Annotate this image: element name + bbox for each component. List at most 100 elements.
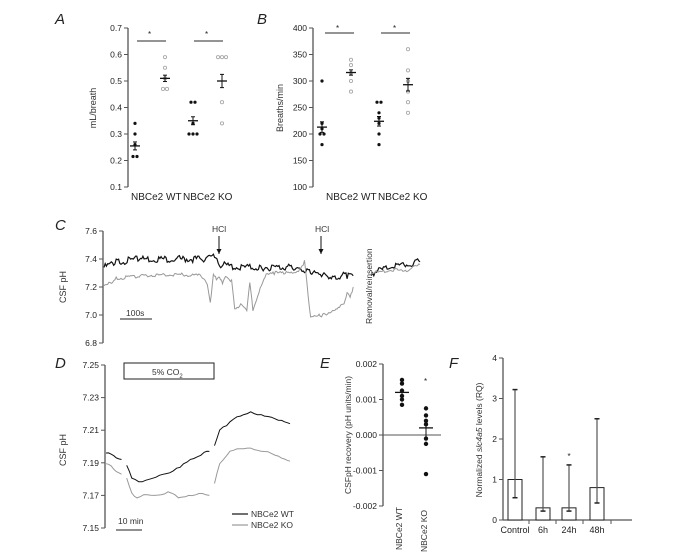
- panel-c-y-tick-label: 7.0: [85, 310, 97, 320]
- trace-ko: [126, 477, 210, 499]
- trace-wt: [103, 253, 354, 280]
- panel-label-a: A: [54, 11, 65, 28]
- panel-e-y-tick-label: 0.002: [356, 359, 378, 369]
- data-point: [320, 143, 324, 147]
- data-point: [399, 402, 405, 408]
- hcl-arrowhead: [318, 249, 324, 254]
- panel-b-star-wt: *: [336, 24, 339, 33]
- trace-wt: [126, 450, 210, 483]
- data-point-open: [223, 55, 229, 60]
- hcl-label-2: HCl: [315, 224, 329, 234]
- data-point: [423, 441, 429, 447]
- data-point: [193, 100, 197, 104]
- data-point: [135, 154, 139, 159]
- panel-c-ylabel: CSF pH: [58, 271, 68, 303]
- panel-c-scalebar-label: 100s: [126, 308, 144, 318]
- trace-ko: [371, 263, 421, 275]
- panel-a-y-tick-label: 0.5: [110, 76, 122, 86]
- data-point-open: [219, 100, 225, 105]
- trace-ko: [103, 260, 354, 318]
- panel-f-y-tick-label: 4: [492, 353, 497, 363]
- panel-label-d: D: [55, 355, 66, 372]
- data-point-open: [160, 86, 166, 91]
- data-point: [377, 143, 381, 147]
- data-point: [399, 377, 405, 383]
- panel-a-y-tick-label: 0.1: [110, 182, 122, 192]
- trace-wt: [370, 258, 421, 278]
- data-point: [320, 79, 324, 83]
- panel-f-category-label: 24h: [561, 525, 576, 535]
- panel-b-star-ko: *: [393, 24, 396, 33]
- panel-label-c: C: [55, 217, 66, 234]
- panel-a-category-ko: NBCe2 KO: [183, 192, 233, 203]
- data-point: [133, 132, 137, 136]
- panel-a-y-tick-label: 0.7: [110, 23, 122, 33]
- data-point: [191, 132, 195, 136]
- panel-f: Normalized slc4a5 levels (RQ) 0 1 2 3 4 Contr…: [474, 353, 632, 535]
- panel-c-y-tick-label: 7.6: [85, 226, 97, 236]
- trace-ko: [214, 447, 291, 484]
- data-point-open: [348, 89, 354, 94]
- data-point-open: [164, 86, 170, 91]
- data-point-open: [348, 63, 354, 68]
- panel-b-y-tick-label: 200: [293, 129, 307, 139]
- data-point: [423, 413, 429, 418]
- data-point-open: [219, 121, 225, 126]
- data-point-open: [215, 55, 221, 60]
- panel-b-category-wt: NBCe2 WT: [326, 192, 377, 203]
- data-point-open: [405, 47, 411, 52]
- panel-d-y-tick-label: 7.25: [82, 360, 99, 370]
- data-point: [189, 100, 193, 104]
- panel-e-category-wt: NBCe2 WT: [394, 507, 404, 550]
- hcl-label-1: HCl: [212, 224, 226, 234]
- hcl-arrowhead: [216, 249, 222, 254]
- co2-stimulus-box: [123, 362, 215, 380]
- panel-f-category-label: 48h: [589, 525, 604, 535]
- trace-ko: [105, 463, 122, 475]
- data-point: [187, 132, 191, 136]
- data-point: [423, 436, 429, 441]
- panel-c-y-tick-label: 6.8: [85, 338, 97, 348]
- panel-a-y-tick-label: 0.4: [110, 103, 122, 113]
- data-point-open: [348, 78, 354, 84]
- data-point: [318, 132, 322, 136]
- panel-d-y-tick-label: 7.15: [82, 523, 99, 533]
- panel-d-ylabel: CSF pH: [58, 434, 68, 466]
- trace-wt: [214, 411, 291, 446]
- panel-b-y-tick-label: 350: [293, 50, 307, 60]
- data-point: [399, 397, 405, 402]
- panel-f-y-tick-label: 1: [492, 475, 497, 485]
- data-point: [377, 132, 381, 136]
- data-point: [131, 154, 135, 159]
- significance-star: *: [567, 452, 570, 461]
- data-point: [379, 100, 383, 104]
- data-point: [375, 100, 379, 104]
- data-point-open: [219, 55, 225, 60]
- panel-b-y-tick-label: 400: [293, 23, 307, 33]
- panel-e-category-ko: NBCe2 KO: [419, 510, 429, 552]
- panel-c: CSF pH HCl HCl Removal/reinsertion 100s …: [58, 224, 421, 348]
- panel-b-y-tick-label: 250: [293, 103, 307, 113]
- panel-e-y-tick-label: -0.001: [353, 466, 377, 476]
- panel-label-e: E: [320, 355, 331, 372]
- panel-d-y-tick-label: 7.19: [82, 458, 99, 468]
- data-point-open: [405, 100, 411, 105]
- data-point: [322, 132, 326, 136]
- data-point: [399, 381, 405, 386]
- panel-f-category-label: 6h: [538, 525, 548, 535]
- panel-e-y-tick-label: -0.002: [353, 501, 377, 511]
- panel-e: CSFpH recovery (pH units/min) NBCe2 WT N…: [343, 359, 441, 552]
- data-point: [133, 121, 137, 125]
- data-point-open: [162, 55, 168, 60]
- panel-a-y-tick-label: 0.3: [110, 129, 122, 139]
- panel-a-ylabel: mL/breath: [88, 88, 98, 129]
- data-point-open: [162, 65, 168, 70]
- panel-label-b: B: [257, 11, 267, 28]
- panel-a: mL/breath NBCe2 WT NBCe2 KO * * 0.1 0.2 0.…: [88, 23, 233, 203]
- co2-box-label: 5% CO2: [152, 367, 183, 380]
- panel-b-y-tick-label: 100: [293, 182, 307, 192]
- data-point: [423, 471, 429, 477]
- panel-e-star: *: [424, 377, 427, 386]
- data-point: [423, 406, 429, 411]
